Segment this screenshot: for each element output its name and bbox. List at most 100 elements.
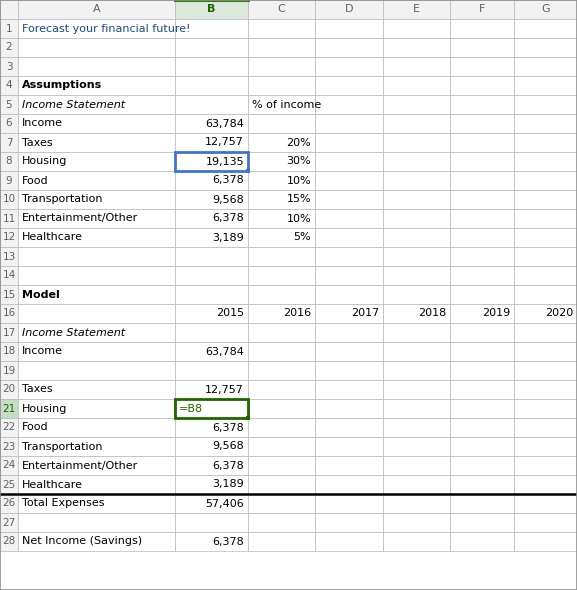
Bar [383,95,450,114]
Bar [315,114,383,133]
Bar [248,304,315,323]
Bar [18,361,175,380]
Bar [315,323,383,342]
Bar [248,57,315,76]
Text: Healthcare: Healthcare [22,480,83,490]
Text: 57,406: 57,406 [205,499,244,509]
Bar [18,304,175,323]
Bar [248,380,315,399]
Bar [0,399,18,418]
Bar [175,57,248,76]
Text: 2015: 2015 [216,309,244,319]
Bar [383,152,450,171]
Bar [0,247,18,266]
Text: Transportation: Transportation [22,441,103,451]
Bar [175,399,248,418]
Text: F: F [479,5,485,15]
Bar [514,133,577,152]
Bar [315,304,383,323]
Bar [248,133,315,152]
Bar [383,285,450,304]
Bar [315,437,383,456]
Bar [383,209,450,228]
Bar [18,19,175,38]
Bar [514,114,577,133]
Bar [514,304,577,323]
Bar [383,532,450,551]
Bar [383,0,450,19]
Text: 15: 15 [2,290,16,300]
Bar [248,285,315,304]
Bar [315,342,383,361]
Text: 18: 18 [2,346,16,356]
Bar [175,152,248,171]
Bar [0,114,18,133]
Bar [18,494,175,513]
Text: Healthcare: Healthcare [22,232,83,242]
Bar [450,513,514,532]
Bar [514,57,577,76]
Bar [315,399,383,418]
Bar [246,169,250,173]
Text: B: B [207,5,216,15]
Bar [0,190,18,209]
Text: Income Statement: Income Statement [22,327,125,337]
Bar [248,209,315,228]
Text: Housing: Housing [22,156,68,166]
Bar [0,513,18,532]
Text: 3: 3 [6,61,12,71]
Bar [0,418,18,437]
Text: C: C [278,5,286,15]
Bar [383,437,450,456]
Bar [514,209,577,228]
Text: 3,189: 3,189 [212,480,244,490]
Bar [0,342,18,361]
Bar [383,475,450,494]
Bar [450,0,514,19]
Bar [315,456,383,475]
Bar [514,494,577,513]
Bar [315,209,383,228]
Bar [514,38,577,57]
Text: 6,378: 6,378 [212,422,244,432]
Bar [0,456,18,475]
Bar [450,361,514,380]
Bar [383,418,450,437]
Bar [175,133,248,152]
Text: 20: 20 [2,385,16,395]
Bar [248,190,315,209]
Bar [175,418,248,437]
Text: 2020: 2020 [545,309,573,319]
Text: 9,568: 9,568 [212,195,244,205]
Bar [175,228,248,247]
Bar [450,133,514,152]
Bar [0,0,18,19]
Bar [175,399,248,418]
Bar [18,76,175,95]
Bar [315,418,383,437]
Bar [0,304,18,323]
Bar [450,57,514,76]
Bar [315,475,383,494]
Bar [383,190,450,209]
Bar [0,323,18,342]
Bar [248,114,315,133]
Text: Taxes: Taxes [22,137,53,148]
Text: 13: 13 [2,251,16,261]
Text: E: E [413,5,420,15]
Text: Food: Food [22,175,48,185]
Bar [450,494,514,513]
Text: 5: 5 [6,100,12,110]
Text: 5%: 5% [293,232,311,242]
Text: 2016: 2016 [283,309,311,319]
Bar [450,95,514,114]
Text: 14: 14 [2,270,16,280]
Text: % of income: % of income [252,100,321,110]
Bar [383,456,450,475]
Bar [450,323,514,342]
Bar [175,475,248,494]
Text: A: A [93,5,100,15]
Bar [18,95,175,114]
Bar [315,361,383,380]
Bar [0,380,18,399]
